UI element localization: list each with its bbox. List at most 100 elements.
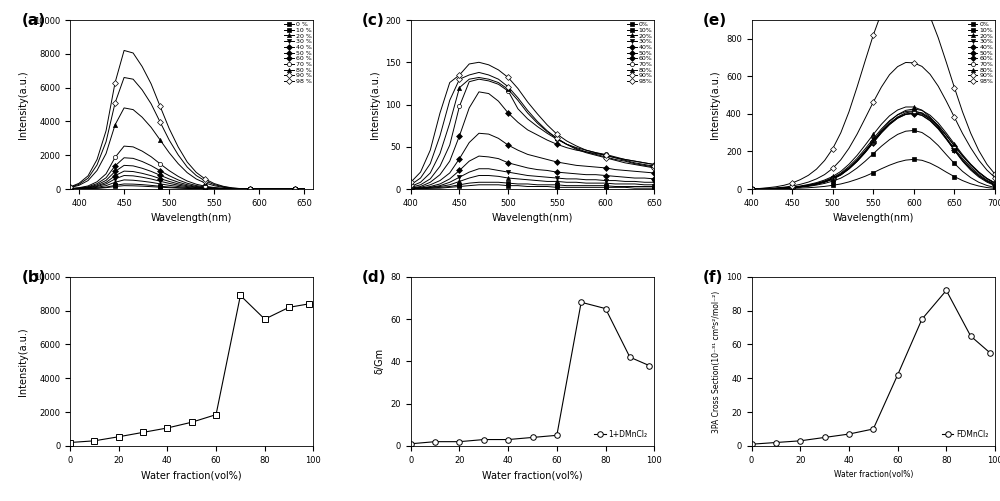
10% bbox=[424, 185, 436, 191]
70 % bbox=[91, 179, 103, 185]
98 % bbox=[154, 103, 166, 109]
40 % bbox=[199, 185, 211, 191]
40% bbox=[973, 172, 985, 178]
20% bbox=[541, 178, 553, 184]
0% bbox=[522, 183, 534, 189]
40 % bbox=[109, 173, 121, 179]
98% bbox=[434, 110, 446, 116]
10 % bbox=[217, 186, 229, 192]
20% bbox=[932, 124, 944, 130]
80% bbox=[531, 120, 543, 126]
20% bbox=[405, 186, 417, 192]
98% bbox=[940, 59, 952, 65]
0 % bbox=[100, 185, 112, 191]
90 % bbox=[208, 181, 220, 187]
98% bbox=[580, 147, 592, 153]
98 % bbox=[172, 144, 184, 150]
Y-axis label: Intensity(a.u.): Intensity(a.u.) bbox=[18, 327, 28, 396]
40% bbox=[512, 162, 524, 168]
0 % bbox=[82, 186, 94, 192]
0 % bbox=[253, 186, 265, 192]
30% bbox=[522, 172, 534, 178]
70% bbox=[502, 88, 514, 94]
60% bbox=[989, 180, 1000, 186]
40% bbox=[819, 178, 831, 184]
50% bbox=[794, 184, 806, 190]
0 % bbox=[109, 183, 121, 189]
70% bbox=[932, 122, 944, 128]
0 % bbox=[145, 184, 157, 190]
10% bbox=[762, 186, 774, 192]
40% bbox=[561, 170, 573, 176]
98% bbox=[916, 0, 928, 4]
50 % bbox=[118, 162, 130, 168]
60% bbox=[502, 110, 514, 116]
90% bbox=[551, 135, 563, 141]
60 % bbox=[253, 186, 265, 192]
Line: 20%: 20% bbox=[749, 105, 997, 191]
98 % bbox=[73, 180, 85, 186]
FDMnCl₂ bbox=[794, 438, 806, 444]
20 % bbox=[226, 186, 238, 192]
70 % bbox=[235, 186, 247, 192]
98 % bbox=[118, 48, 130, 54]
10 % bbox=[82, 185, 94, 191]
40% bbox=[492, 156, 504, 162]
0 % bbox=[118, 183, 130, 189]
30% bbox=[492, 167, 504, 173]
40% bbox=[924, 118, 936, 124]
60% bbox=[892, 115, 904, 121]
90% bbox=[981, 167, 993, 173]
0% bbox=[415, 186, 427, 192]
98 % bbox=[253, 186, 265, 192]
0 % bbox=[217, 186, 229, 192]
70% bbox=[570, 145, 582, 151]
60% bbox=[570, 147, 582, 153]
80% bbox=[770, 185, 782, 191]
30% bbox=[590, 177, 602, 183]
90 % bbox=[91, 162, 103, 168]
80 % bbox=[73, 182, 85, 188]
60 % bbox=[262, 186, 274, 192]
80% bbox=[810, 181, 822, 187]
98% bbox=[629, 160, 641, 166]
10% bbox=[531, 182, 543, 188]
90% bbox=[405, 182, 417, 188]
90 % bbox=[262, 186, 274, 192]
30% bbox=[924, 116, 936, 122]
0% bbox=[580, 184, 592, 190]
0% bbox=[600, 184, 612, 190]
30 % bbox=[298, 186, 310, 192]
90% bbox=[770, 185, 782, 191]
50% bbox=[415, 184, 427, 190]
70 % bbox=[136, 148, 148, 154]
50 % bbox=[262, 186, 274, 192]
FDMnCl₂ bbox=[916, 316, 928, 322]
90% bbox=[794, 181, 806, 187]
40% bbox=[843, 165, 855, 171]
30 % bbox=[136, 174, 148, 180]
98 % bbox=[82, 173, 94, 179]
Line: 50 %: 50 % bbox=[68, 163, 306, 191]
20 % bbox=[163, 182, 175, 188]
0 % bbox=[190, 186, 202, 192]
10% bbox=[859, 158, 871, 164]
90% bbox=[609, 157, 621, 163]
98% bbox=[590, 150, 602, 156]
20% bbox=[434, 183, 446, 189]
0% bbox=[405, 186, 417, 192]
40 % bbox=[280, 186, 292, 192]
60% bbox=[810, 181, 822, 187]
10 % bbox=[73, 186, 85, 192]
40% bbox=[444, 176, 456, 182]
90% bbox=[463, 72, 475, 78]
30% bbox=[473, 166, 485, 172]
0% bbox=[609, 184, 621, 190]
30% bbox=[981, 178, 993, 184]
60% bbox=[778, 185, 790, 191]
0% bbox=[502, 183, 514, 189]
98% bbox=[502, 75, 514, 81]
10% bbox=[473, 179, 485, 185]
0 % bbox=[172, 185, 184, 191]
60 % bbox=[181, 180, 193, 186]
